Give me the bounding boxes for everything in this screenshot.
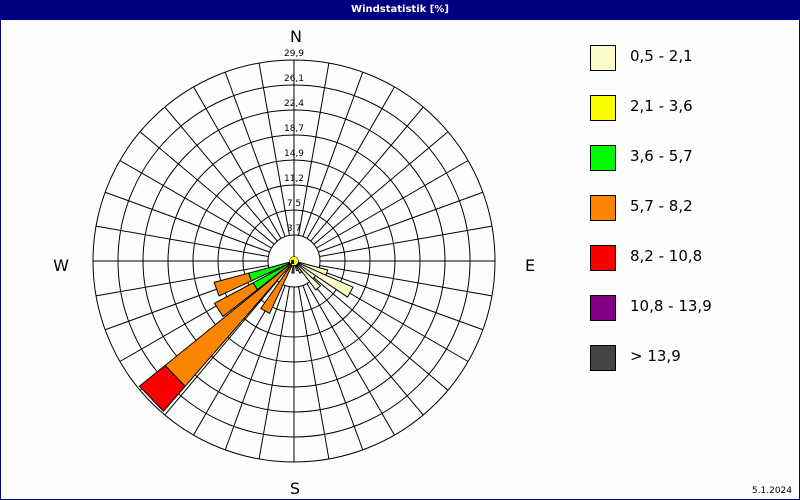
grid-spoke	[313, 277, 449, 391]
ring-label: 22,4	[284, 99, 304, 109]
grid-spoke	[119, 160, 272, 249]
grid-spoke	[313, 131, 449, 245]
legend-swatch	[590, 245, 616, 271]
grid-spoke	[319, 265, 493, 297]
ring-label: 11,2	[284, 174, 304, 184]
grid-spoke	[318, 269, 484, 331]
legend-label: 0,5 - 2,1	[630, 47, 693, 65]
grid-spoke	[310, 106, 424, 242]
compass-e: E	[525, 256, 535, 275]
legend-swatch	[590, 295, 616, 321]
grid-spoke	[224, 285, 286, 451]
petal-segment	[293, 260, 354, 298]
ring-label: 7,5	[287, 199, 301, 209]
legend-swatch	[590, 345, 616, 371]
petal-segment	[213, 282, 259, 318]
legend-label: > 13,9	[630, 347, 681, 365]
ring-label: 18,7	[284, 124, 304, 134]
legend-label: 8,2 - 10,8	[630, 247, 703, 265]
compass-n: N	[290, 27, 302, 46]
grid-spoke	[224, 71, 286, 237]
grid-spoke	[302, 71, 364, 237]
petal-segment	[293, 260, 322, 291]
grid-spoke	[258, 62, 290, 236]
grid-spoke	[306, 86, 395, 239]
legend-label: 10,8 - 13,9	[630, 297, 712, 315]
grid-spoke	[306, 283, 395, 436]
legend-label: 3,6 - 5,7	[630, 147, 693, 165]
grid-spoke	[318, 191, 484, 253]
grid-spoke	[164, 280, 278, 416]
grid-spoke	[139, 131, 275, 245]
ring-label: 29,9	[284, 49, 304, 59]
grid-spoke	[258, 286, 290, 460]
grid-spoke	[319, 225, 493, 257]
compass-w: W	[53, 256, 69, 275]
title-bar: Windstatistik [%]	[1, 1, 799, 20]
legend-swatch	[590, 145, 616, 171]
date-label: 5.1.2024	[751, 486, 792, 496]
grid-spoke	[164, 106, 278, 242]
legend-swatch	[590, 195, 616, 221]
ring-label: 3,7	[287, 224, 301, 234]
grid-spoke	[298, 286, 330, 460]
grid-spoke	[193, 86, 282, 239]
grid-spoke	[316, 160, 469, 249]
legend-label: 5,7 - 8,2	[630, 197, 693, 215]
center-dot	[291, 260, 294, 264]
legend-swatch	[590, 95, 616, 121]
legend-swatch	[590, 45, 616, 71]
petal-segment	[213, 272, 253, 297]
grid-spoke	[95, 265, 269, 297]
grid-spoke	[298, 62, 330, 236]
petal-segment	[138, 364, 186, 412]
ring-label: 26,1	[284, 74, 304, 84]
ring-label: 14,9	[284, 149, 304, 159]
petal-segment	[260, 264, 293, 315]
grid-spoke	[310, 280, 424, 416]
compass-s: S	[290, 479, 300, 498]
grid-spoke	[95, 225, 269, 257]
grid-spoke	[104, 191, 270, 253]
grid-spoke	[302, 285, 364, 451]
legend-label: 2,1 - 3,6	[630, 97, 693, 115]
